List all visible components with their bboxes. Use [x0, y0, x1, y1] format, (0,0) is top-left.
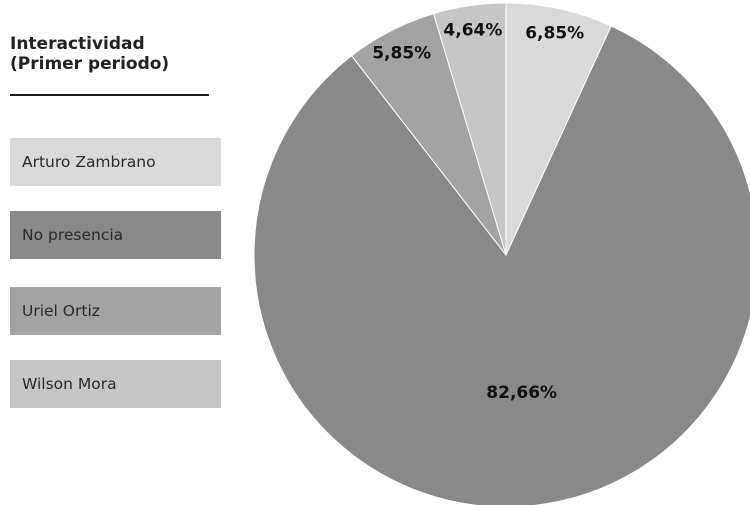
legend-item-arturo-zambrano: Arturo Zambrano — [10, 138, 221, 186]
chart-title: Interactividad (Primer periodo) — [10, 34, 210, 74]
legend-label: Wilson Mora — [22, 375, 117, 393]
legend-label: No presencia — [22, 226, 124, 244]
pie-slice-label: 5,85% — [372, 43, 431, 63]
legend-item-wilson-mora: Wilson Mora — [10, 360, 221, 408]
legend-label: Uriel Ortiz — [22, 302, 100, 320]
pie-slice-label: 6,85% — [525, 23, 584, 43]
pie-slice-arturo-zambrano — [505, 2, 612, 256]
legend-item-uriel-ortiz: Uriel Ortiz — [10, 287, 221, 335]
pie-slice-label: 82,66% — [486, 383, 557, 403]
legend-label: Arturo Zambrano — [22, 153, 156, 171]
pie-slice-label: 4,64% — [443, 20, 502, 40]
chart-title-line-2: (Primer periodo) — [10, 54, 170, 74]
chart-title-line-1: Interactividad — [10, 34, 145, 54]
pie-slice-wilson-mora — [432, 2, 507, 256]
pie-slice-no-presencia — [253, 25, 750, 505]
title-divider — [10, 94, 209, 96]
legend-item-no-presencia: No presencia — [10, 211, 221, 259]
